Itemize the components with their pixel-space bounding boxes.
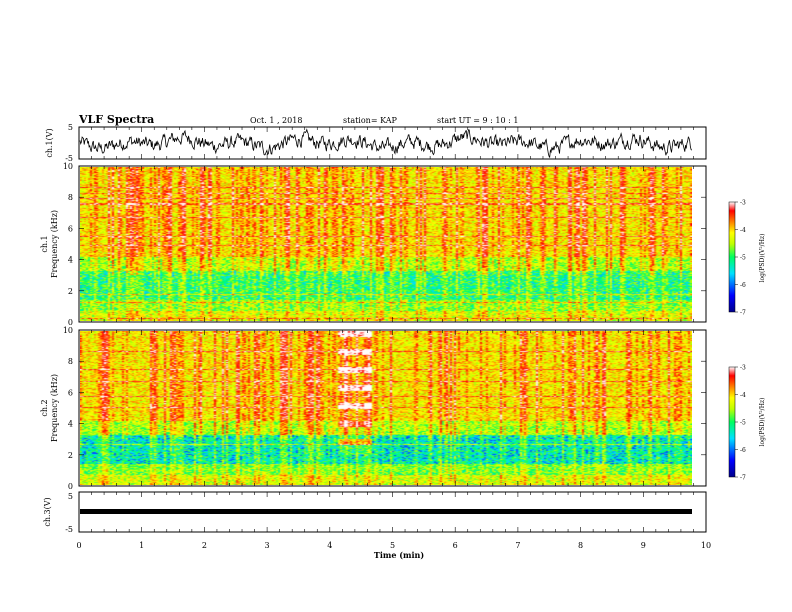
x-tick-label: 3 [265, 541, 270, 550]
ch2-spectrogram-x-ticks [78, 330, 707, 486]
ch1-spectrogram-panel: 0 2 4 6 8 10 ch.1 Frequency (kHz) [40, 162, 707, 327]
ch2-spectrogram-panel: 0 2 4 6 8 10 ch.2 Frequency (kHz) [40, 326, 707, 491]
colorbar-tick-label: -6 [740, 447, 746, 454]
colorbar-tick-label: -4 [740, 227, 746, 234]
x-tick-label: 0 [76, 541, 81, 550]
ch2-colorbar-label: log(PSD)(V²/Hz) [759, 398, 766, 447]
ch2-spectrogram-ylabel-b: Frequency (kHz) [50, 374, 59, 442]
ch3-ylabel: ch.3(V) [43, 497, 52, 526]
x-tick-label: 7 [515, 541, 520, 550]
y-tick-label: 10 [63, 162, 73, 171]
ch2-colorbar: -3 -4 -5 -6 -7 log(PSD)(V²/Hz) [728, 365, 766, 482]
ch1-colorbar: -3 -4 -5 -6 -7 log(PSD)(V²/Hz) [728, 200, 766, 317]
x-tick-label: 2 [202, 541, 207, 550]
ch2-spectrogram-image [80, 331, 692, 485]
ch3-waveform-line [80, 509, 692, 514]
y-tick-label: 4 [68, 256, 73, 265]
y-tick-label: 10 [63, 326, 73, 335]
ch2-spectrogram-ylabel-a: ch.2 [40, 399, 49, 416]
x-tick-label: 5 [390, 541, 395, 550]
y-tick-label: 8 [68, 357, 73, 366]
ch1-colorbar-label: log(PSD)(V²/Hz) [759, 234, 766, 283]
ch1-waveform-panel: 5 -5 ch.1(V) [45, 123, 707, 163]
date-label: Oct. 1 , 2018 [250, 116, 302, 125]
colorbar-tick-label: -3 [740, 200, 746, 207]
y-tick-label: 6 [68, 224, 73, 233]
ch1-spectrogram-image [80, 167, 692, 321]
colorbar-tick-label: -6 [740, 282, 746, 289]
ch2-spectrogram-y-ticks: 0 2 4 6 8 10 [63, 326, 706, 491]
ch1-spectrogram-x-ticks [78, 166, 707, 322]
start-time-label: start UT = 9 : 10 : 1 [437, 116, 518, 125]
y-tick-label: 0 [68, 318, 73, 327]
x-tick-label: 9 [641, 541, 646, 550]
y-tick-label: 2 [68, 287, 73, 296]
y-tick-label: 6 [68, 388, 73, 397]
ch3-waveform-panel: 5 -5 ch.3(V) 0 1 2 3 4 5 6 7 8 9 10 Time (min) [43, 491, 711, 560]
colorbar-tick-label: -3 [740, 365, 746, 372]
y-tick-label: 8 [68, 193, 73, 202]
colorbar-tick-label: -4 [740, 392, 746, 399]
ch1-spectrogram-y-ticks: 0 2 4 6 8 10 [63, 162, 706, 327]
x-tick-label: 10 [701, 541, 711, 550]
ch1-x-ticks [78, 127, 707, 159]
y-tick-label: 2 [68, 451, 73, 460]
x-tick-label: 8 [578, 541, 583, 550]
colorbar-tick-label: -7 [740, 310, 746, 317]
x-axis-label: Time (min) [374, 550, 424, 560]
ch1-ytick-top: 5 [68, 123, 73, 132]
ch3-ytick-bottom: -5 [65, 525, 73, 534]
x-tick-label: 1 [139, 541, 144, 550]
y-tick-label: 0 [68, 482, 73, 491]
x-tick-label: 4 [327, 541, 332, 550]
ch1-spectrogram-ylabel-a: ch.1 [40, 235, 49, 252]
ch3-ytick-top: 5 [68, 492, 73, 501]
station-label: station= KAP [343, 116, 398, 125]
ch3-x-ticks [78, 492, 707, 532]
colorbar-tick-label: -5 [740, 255, 746, 262]
ch1-ytick-bottom: -5 [65, 154, 73, 163]
x-tick-label: 6 [453, 541, 458, 550]
colorbar-tick-label: -7 [740, 475, 746, 482]
y-tick-label: 4 [68, 420, 73, 429]
x-tick-labels: 0 1 2 3 4 5 6 7 8 9 10 [76, 541, 711, 550]
ch1-spectrogram-ylabel-b: Frequency (kHz) [50, 210, 59, 278]
ch1-waveform-line [79, 128, 693, 159]
colorbar-tick-label: -5 [740, 420, 746, 427]
ch1-ylabel: ch.1(V) [45, 128, 54, 157]
figure-title: VLF Spectra [78, 113, 154, 126]
